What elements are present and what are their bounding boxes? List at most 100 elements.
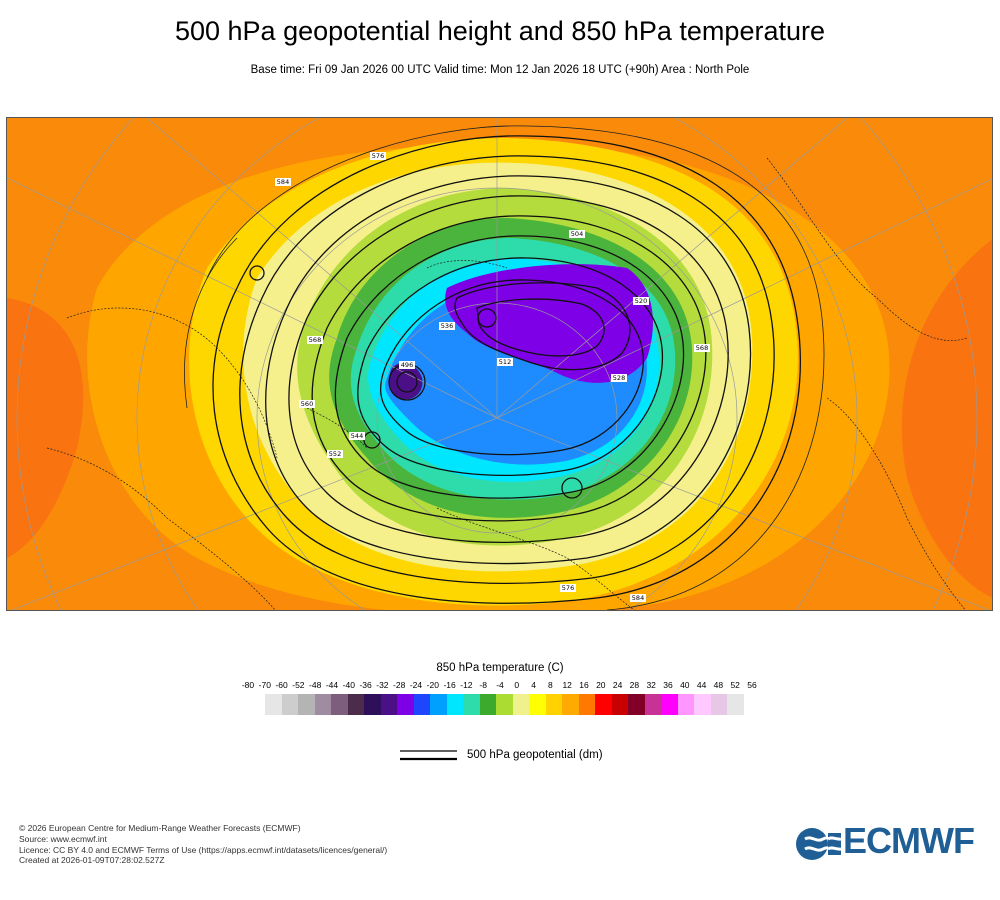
colorbar-swatch	[314, 694, 331, 715]
colorbar-swatch	[380, 694, 397, 715]
coastlines	[46, 157, 968, 610]
colorbar-tick-label: -12	[460, 680, 473, 690]
colorbar-tick-label: -80	[241, 680, 255, 690]
colorbar-swatch	[331, 694, 348, 715]
colorbar-swatch	[265, 694, 282, 715]
contour-label: 528	[613, 374, 625, 382]
colorbar-tick-label: 56	[747, 680, 757, 690]
colorbar-swatch	[694, 694, 711, 715]
colorbar-swatch	[661, 694, 678, 715]
contour-label: 584	[632, 594, 644, 602]
colorbar-tick-label: -32	[376, 680, 389, 690]
colorbar-tick-label: -16	[443, 680, 456, 690]
chart-subtitle: Base time: Fri 09 Jan 2026 00 UTC Valid …	[250, 64, 750, 76]
colorbar-tick-label: 36	[663, 680, 673, 690]
colorbar-tick-label: 8	[548, 680, 553, 690]
colorbar-swatch	[677, 694, 694, 715]
colorbar-swatch	[413, 694, 430, 715]
geopotential-contours	[212, 135, 801, 604]
colorbar-swatch	[562, 694, 579, 715]
colorbar-swatch	[397, 694, 414, 715]
warm-patch-right	[901, 239, 992, 598]
contour-label: 520	[635, 297, 647, 305]
ecmwf-logo: ECMWF	[795, 820, 985, 864]
colorbar-swatch	[710, 694, 727, 715]
colorbar-tick-label: 52	[730, 680, 740, 690]
colorbar-swatch	[644, 694, 661, 715]
contour-label: 576	[562, 584, 574, 592]
chart-title: 500 hPa geopotential height and 850 hPa …	[174, 16, 825, 46]
contour-label: 560	[301, 400, 313, 408]
graticule	[7, 118, 992, 610]
colorbar-title: 850 hPa temperature (C)	[436, 662, 564, 674]
colorbar	[265, 694, 744, 715]
ecmwf-logo-text: ECMWF	[843, 820, 975, 861]
contour-label: 504	[571, 230, 583, 238]
colorbar-swatch	[727, 694, 744, 715]
colorbar-tick-label: 4	[531, 680, 536, 690]
geopotential-legend-label: 500 hPa geopotential (dm)	[467, 749, 603, 761]
colorbar-tick-label: -44	[325, 680, 339, 690]
footer-line: Licence: CC BY 4.0 and ECMWF Terms of Us…	[19, 844, 388, 855]
colorbar-swatch	[463, 694, 480, 715]
contour-label: 496	[401, 361, 413, 369]
colorbar-swatch	[611, 694, 628, 715]
geopotential-thin-contours	[184, 125, 825, 610]
copyright-footer: © 2026 European Centre for Medium-Range …	[19, 823, 387, 866]
colorbar-swatch	[578, 694, 595, 715]
colorbar-swatch	[545, 694, 562, 715]
contour-label: 568	[309, 336, 321, 344]
colorbar-tick-label: 48	[713, 680, 724, 690]
colorbar-swatch	[529, 694, 546, 715]
temp-core-purple-small	[389, 362, 423, 400]
colorbar-tick-label: -36	[359, 680, 372, 690]
geopotential-legend-line	[400, 750, 457, 761]
colorbar-tick-label: 20	[596, 680, 606, 690]
colorbar-tick-label: 12	[562, 680, 572, 690]
colorbar-tick-label: -28	[393, 680, 406, 690]
colorbar-swatch	[298, 694, 315, 715]
contour-label: 568	[696, 344, 708, 352]
colorbar-swatch	[364, 694, 381, 715]
colorbar-swatch	[430, 694, 447, 715]
colorbar-swatch	[512, 694, 529, 715]
colorbar-tick-label: 0	[514, 680, 520, 690]
colorbar-swatch	[595, 694, 612, 715]
colorbar-tick-label: 28	[629, 680, 640, 690]
contour-label: 584	[277, 178, 289, 186]
colorbar-swatch	[479, 694, 496, 715]
colorbar-tick-label: -8	[479, 680, 487, 690]
contour-label: 552	[329, 450, 341, 458]
colorbar-swatch	[281, 694, 298, 715]
colorbar-swatch	[446, 694, 463, 715]
colorbar-tick-label: 32	[646, 680, 656, 690]
colorbar-tick-label: 24	[612, 680, 623, 690]
colorbar-tick-label: -24	[409, 680, 423, 690]
contour-label: 576	[372, 152, 384, 160]
footer-line: © 2026 European Centre for Medium-Range …	[19, 823, 301, 833]
colorbar-tick-label: -70	[258, 680, 271, 690]
footer-line: Created at 2026-01-09T07:28:02.527Z	[19, 855, 165, 866]
colorbar-tick-label: 44	[696, 680, 707, 690]
colorbar-tick-label: -20	[426, 680, 439, 690]
contour-labels: 584 576 568 560 552 544 536 528 520 512 …	[275, 152, 710, 602]
contour-label: 536	[441, 322, 453, 330]
colorbar-swatch	[496, 694, 513, 715]
warm-patch-left	[7, 298, 84, 558]
ecmwf-logo-icon	[796, 828, 841, 860]
north-pole-map: 584 576 568 560 552 544 536 528 520 512 …	[6, 117, 993, 611]
map-svg: 584 576 568 560 552 544 536 528 520 512 …	[7, 118, 992, 610]
footer-line: Source: www.ecmwf.int	[19, 833, 107, 844]
colorbar-tick-label: -40	[342, 680, 355, 690]
colorbar-tick-label: -60	[275, 680, 288, 690]
contour-label: 512	[499, 358, 511, 366]
colorbar-tick-label: 16	[579, 680, 589, 690]
colorbar-swatch	[628, 694, 645, 715]
colorbar-tick-label: -4	[496, 680, 504, 690]
colorbar-tick-label: 40	[680, 680, 690, 690]
colorbar-tick-label: -48	[309, 680, 322, 690]
colorbar-swatch	[347, 694, 364, 715]
colorbar-tick-label: -52	[292, 680, 305, 690]
colorbar-ticks: -80 -70 -60 -52 -48 -44 -40 -36 -32 -28 -24 -20 -16-…	[240, 680, 760, 694]
contour-label: 544	[351, 432, 363, 440]
